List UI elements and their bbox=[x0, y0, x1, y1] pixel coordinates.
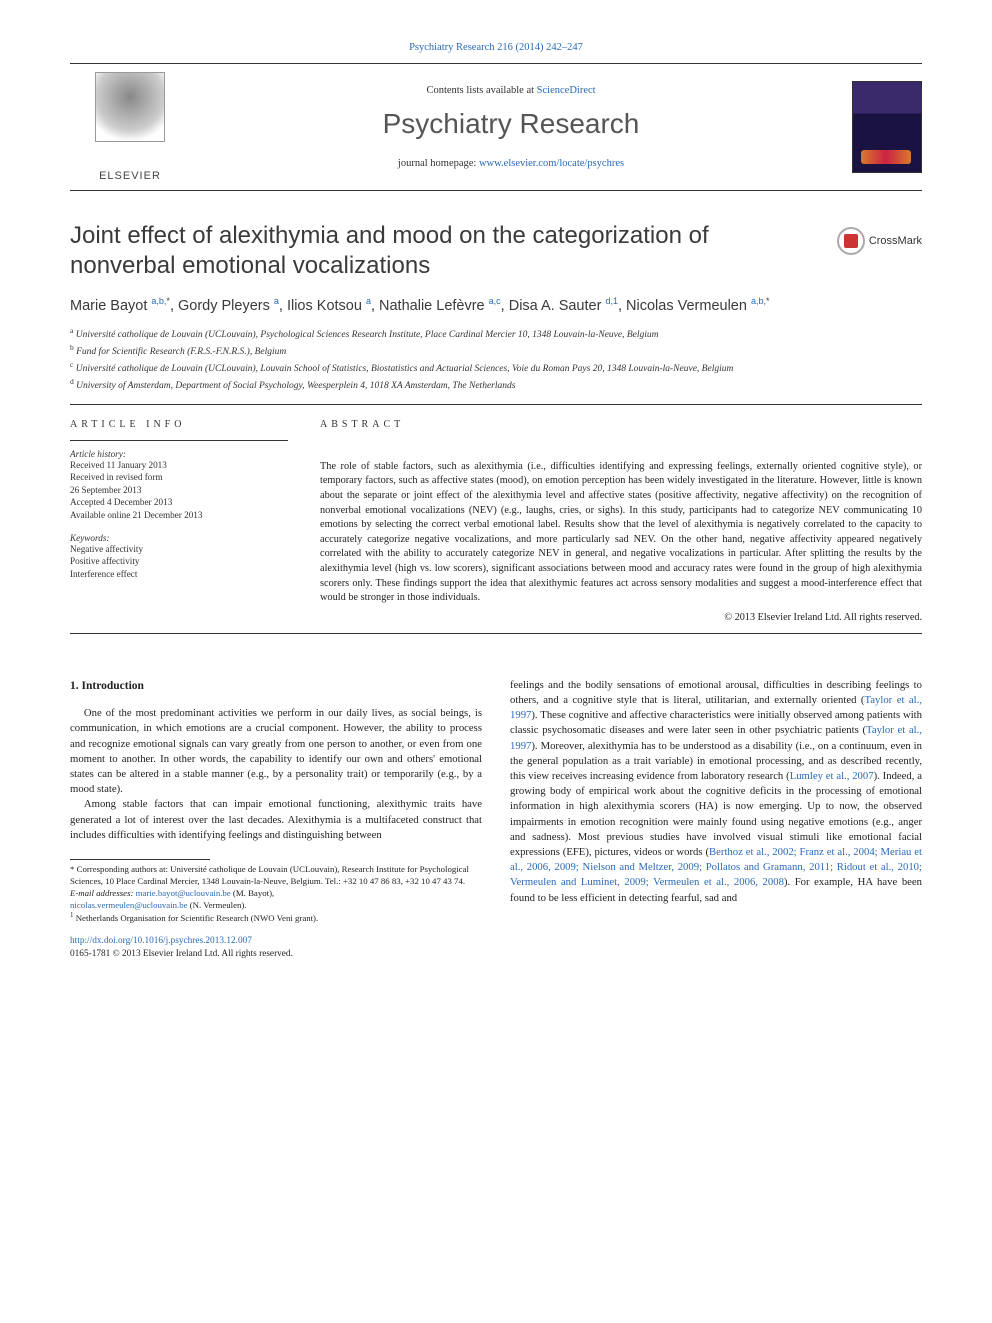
section-heading: 1. Introduction bbox=[70, 678, 482, 694]
abstract-column: ABSTRACT The role of stable factors, suc… bbox=[320, 419, 922, 623]
divider bbox=[70, 440, 288, 441]
abstract-heading: ABSTRACT bbox=[320, 419, 922, 430]
doi-block: http://dx.doi.org/10.1016/j.psychres.201… bbox=[70, 935, 482, 960]
section-number: 1. bbox=[70, 680, 79, 692]
article-info-column: ARTICLE INFO Article history: Received 1… bbox=[70, 419, 288, 623]
journal-homepage-link[interactable]: www.elsevier.com/locate/psychres bbox=[479, 158, 624, 169]
body-paragraph: Among stable factors that can impair emo… bbox=[70, 797, 482, 843]
keywords-list: Negative affectivityPositive affectivity… bbox=[70, 543, 288, 580]
divider bbox=[70, 633, 922, 634]
doi-link[interactable]: http://dx.doi.org/10.1016/j.psychres.201… bbox=[70, 936, 252, 946]
crossmark-badge[interactable]: CrossMark bbox=[837, 227, 922, 255]
email-link[interactable]: nicolas.vermeulen@uclouvain.be bbox=[70, 900, 188, 910]
homepage-prefix: journal homepage: bbox=[398, 158, 479, 169]
abstract-text: The role of stable factors, such as alex… bbox=[320, 460, 922, 606]
abstract-copyright: © 2013 Elsevier Ireland Ltd. All rights … bbox=[320, 612, 922, 623]
sciencedirect-link[interactable]: ScienceDirect bbox=[537, 85, 596, 96]
journal-cover-thumb-icon bbox=[852, 81, 922, 173]
footnote-text: Netherlands Organisation for Scientific … bbox=[74, 913, 319, 923]
crossmark-label: CrossMark bbox=[869, 235, 922, 247]
title-block: CrossMark Joint effect of alexithymia an… bbox=[70, 221, 922, 394]
email-line: nicolas.vermeulen@uclouvain.be (N. Verme… bbox=[70, 900, 475, 912]
keywords-label: Keywords: bbox=[70, 533, 288, 543]
divider bbox=[70, 404, 922, 405]
article-info-heading: ARTICLE INFO bbox=[70, 419, 288, 430]
body-paragraph: feelings and the bodily sensations of em… bbox=[510, 678, 922, 906]
journal-homepage-line: journal homepage: www.elsevier.com/locat… bbox=[190, 158, 832, 169]
history-lines: Received 11 January 2013Received in revi… bbox=[70, 459, 288, 521]
affiliations: a Université catholique de Louvain (UCLo… bbox=[70, 326, 922, 394]
contents-lists-line: Contents lists available at ScienceDirec… bbox=[190, 85, 832, 96]
body-two-column: 1. Introduction One of the most predomin… bbox=[70, 678, 922, 960]
contents-prefix: Contents lists available at bbox=[426, 85, 536, 96]
history-label: Article history: bbox=[70, 449, 288, 459]
crossmark-icon bbox=[837, 227, 865, 255]
publisher-wordmark: ELSEVIER bbox=[99, 170, 161, 182]
elsevier-tree-icon bbox=[95, 72, 165, 142]
article-history: Article history: Received 11 January 201… bbox=[70, 449, 288, 521]
footnotes: * Corresponding authors at: Université c… bbox=[70, 860, 475, 925]
info-abstract-row: ARTICLE INFO Article history: Received 1… bbox=[70, 419, 922, 623]
email-link[interactable]: marie.bayot@uclouvain.be bbox=[136, 888, 231, 898]
masthead-center: Contents lists available at ScienceDirec… bbox=[190, 85, 832, 169]
email-who: (N. Vermeulen). bbox=[188, 900, 247, 910]
issn-copyright: 0165-1781 © 2013 Elsevier Ireland Ltd. A… bbox=[70, 949, 293, 959]
corresponding-author-note: * Corresponding authors at: Université c… bbox=[70, 864, 475, 888]
keywords-block: Keywords: Negative affectivityPositive a… bbox=[70, 533, 288, 580]
journal-name: Psychiatry Research bbox=[190, 108, 832, 140]
masthead-right bbox=[832, 81, 922, 173]
article-title: Joint effect of alexithymia and mood on … bbox=[70, 221, 922, 281]
running-header: Psychiatry Research 216 (2014) 242–247 bbox=[70, 42, 922, 53]
email-who: (M. Bayot), bbox=[231, 888, 275, 898]
publisher-logo-block: ELSEVIER bbox=[70, 72, 190, 182]
email-line: E-mail addresses: marie.bayot@uclouvain.… bbox=[70, 888, 475, 900]
author-list: Marie Bayot a,b,*, Gordy Pleyers a, Ilio… bbox=[70, 295, 922, 316]
footnote-item: 1 Netherlands Organisation for Scientifi… bbox=[70, 911, 475, 925]
journal-masthead: ELSEVIER Contents lists available at Sci… bbox=[70, 63, 922, 191]
email-label: E-mail addresses: bbox=[70, 888, 133, 898]
body-paragraph: One of the most predominant activities w… bbox=[70, 706, 482, 797]
section-title: Introduction bbox=[82, 680, 144, 692]
